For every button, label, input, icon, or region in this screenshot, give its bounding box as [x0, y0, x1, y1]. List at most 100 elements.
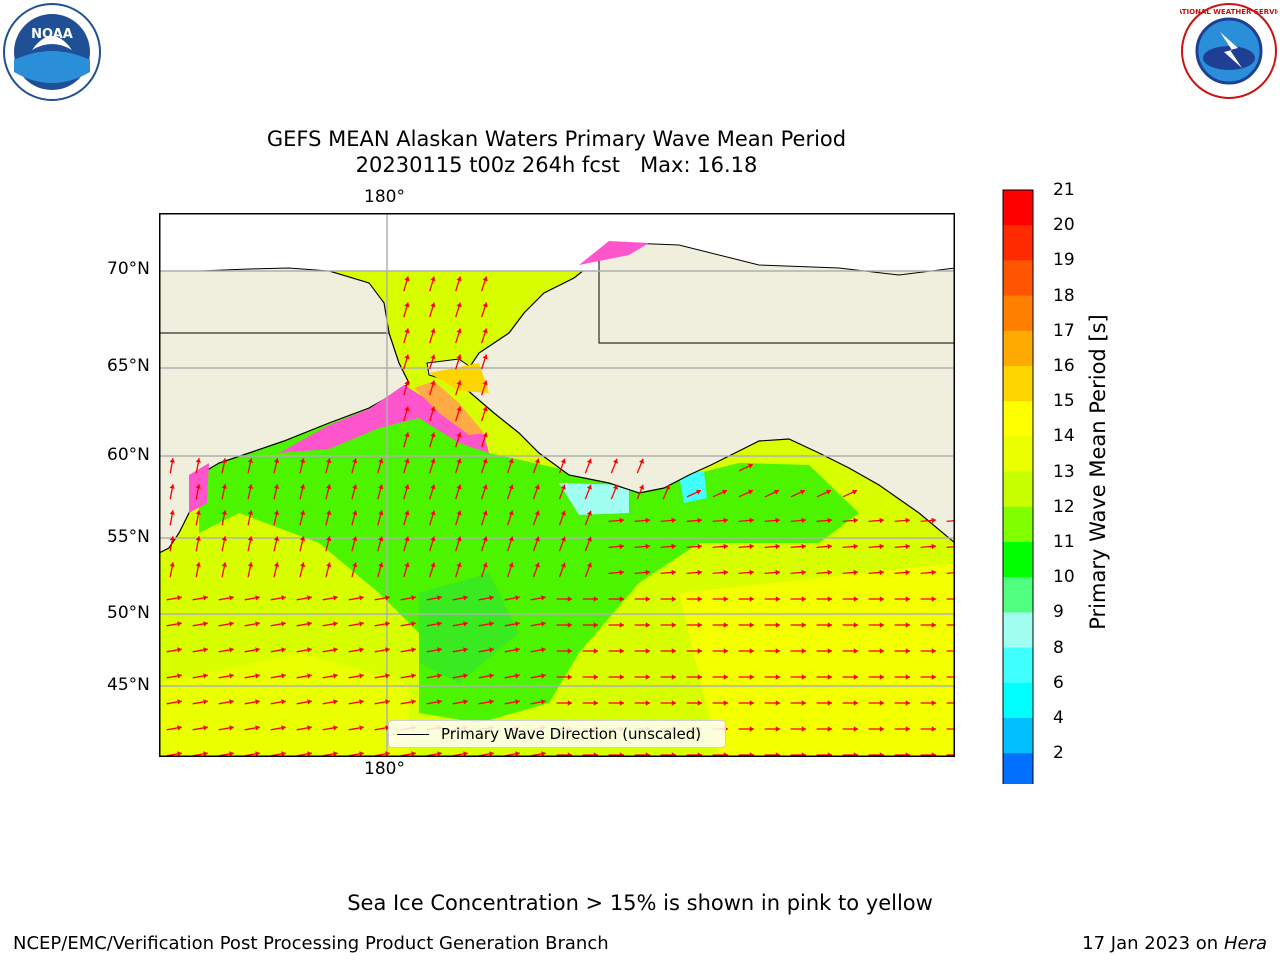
wave-arrow-head: [430, 328, 436, 334]
wave-arrow-head: [177, 725, 182, 731]
wave-arrow-head: [169, 484, 175, 489]
wave-arrow-head: [853, 674, 858, 680]
wave-arrow-head: [826, 489, 831, 495]
wave-arrow-head: [775, 622, 780, 628]
wave-arrow-head: [827, 569, 832, 576]
wave-arrow-head: [560, 510, 566, 516]
wave-arrow-head: [697, 622, 702, 628]
wave-arrow-head: [203, 751, 208, 757]
wave-arrow-head: [352, 510, 358, 516]
wave-arrow-head: [749, 648, 754, 654]
colorbar-svg: [1002, 189, 1034, 818]
wave-arrow-head: [177, 595, 182, 601]
wave-arrow-head: [905, 622, 910, 628]
wave-arrow-head: [456, 432, 462, 438]
wave-arrow-head: [541, 699, 546, 705]
wave-arrow-head: [827, 726, 832, 732]
wave-arrow-head: [567, 596, 572, 602]
wave-arrow-head: [775, 648, 780, 654]
wave-arrow-head: [775, 517, 780, 524]
sea-ice-note: Sea Ice Concentration > 15% is shown in …: [347, 891, 933, 915]
wave-arrow-head: [697, 543, 702, 550]
wave-arrow-head: [247, 536, 254, 541]
colorbar-segment: [1003, 366, 1033, 402]
wave-arrow-head: [221, 458, 227, 463]
wave-arrow-head: [586, 510, 592, 516]
wave-arrow-head: [463, 699, 468, 705]
wave-arrow-head: [508, 458, 514, 464]
graticule: [159, 213, 955, 757]
wave-arrow-head: [723, 648, 728, 654]
wave-arrow-head: [333, 673, 338, 679]
colorbar-segment: [1003, 506, 1033, 543]
wave-arrow-head: [463, 751, 468, 757]
wave-arrow-head: [247, 458, 254, 463]
wave-arrow-head: [801, 543, 806, 550]
wave-arrow-head: [404, 510, 410, 516]
wave-arrow-head: [801, 517, 806, 524]
wave-arrow-head: [437, 595, 442, 601]
wave-arrow-head: [697, 569, 702, 576]
wave-arrow-head: [749, 517, 754, 524]
wave-arrow-head: [229, 699, 234, 705]
colorbar-segment: [1003, 753, 1033, 789]
wave-arrow-head: [385, 673, 390, 679]
arctic-coast: [159, 267, 390, 334]
wave-arrow-head: [281, 725, 286, 731]
colorbar-tick-label: 14: [1053, 426, 1075, 447]
wave-arrow-head: [404, 406, 410, 412]
wave-arrow-head: [195, 458, 201, 463]
wave-arrow-head: [404, 276, 410, 282]
colorbar-segment: [1003, 718, 1033, 754]
wave-arrow-head: [671, 543, 676, 550]
wave-arrow-head: [774, 489, 779, 495]
wave-arrow-head: [697, 648, 702, 654]
map-svg: [159, 213, 955, 757]
wave-arrow-head: [169, 562, 175, 567]
noaa-logo-text: NOAA: [31, 27, 73, 42]
wave-arrow-head: [307, 621, 312, 627]
wave-arrow-head: [567, 622, 572, 628]
wave-arrow-head: [229, 751, 234, 757]
wave-arrow-head: [775, 726, 780, 732]
colorbar-segment: [1003, 260, 1033, 297]
colorbar-segment: [1003, 471, 1033, 508]
wave-arrow-head: [456, 328, 462, 334]
wave-arrow-head: [613, 458, 618, 464]
wave-arrow-head: [404, 484, 410, 490]
wave-arrow-head: [853, 648, 858, 654]
wave-arrow-head: [749, 596, 754, 602]
wave-arrow-head: [229, 595, 234, 601]
arctic-ice-zone: [159, 213, 955, 271]
wave-arrow-head: [801, 674, 806, 680]
wave-arrow-head: [853, 700, 858, 706]
wave-arrow-head: [800, 489, 805, 495]
wave-arrow-head: [593, 622, 598, 628]
wave-arrow-head: [352, 536, 358, 542]
wave-arrow-head: [359, 673, 364, 679]
wave-arrow-head: [359, 725, 364, 731]
wave-arrow-head: [801, 596, 806, 602]
wave-arrow-head: [430, 536, 436, 542]
wave-arrow-head: [905, 569, 910, 576]
colorbar-tick-label: 6: [1053, 672, 1064, 693]
wave-arrow-head: [203, 647, 208, 653]
wave-arrow-head: [801, 622, 806, 628]
colorbar-tick-label: 17: [1053, 320, 1075, 341]
colorbar-tick-label: 10: [1053, 567, 1075, 588]
wave-arrow-head: [482, 510, 488, 516]
colorbar-segment: [1003, 542, 1033, 578]
colorbar-tick-label: 20: [1053, 215, 1075, 236]
wave-arrow-head: [195, 484, 201, 489]
wave-arrow-head: [456, 302, 462, 308]
wave-arrow-head: [645, 700, 650, 706]
wave-arrow-head: [879, 648, 884, 654]
wave-arrow-head: [489, 647, 494, 653]
wave-arrow-head: [307, 647, 312, 653]
wave-arrow-head: [307, 595, 312, 601]
wave-arrow-head: [300, 510, 306, 515]
lat-label: 45°N: [107, 675, 150, 695]
wave-arrow-head: [931, 596, 936, 602]
wave-arrow-head: [229, 647, 234, 653]
wave-arrow-head: [463, 621, 468, 627]
